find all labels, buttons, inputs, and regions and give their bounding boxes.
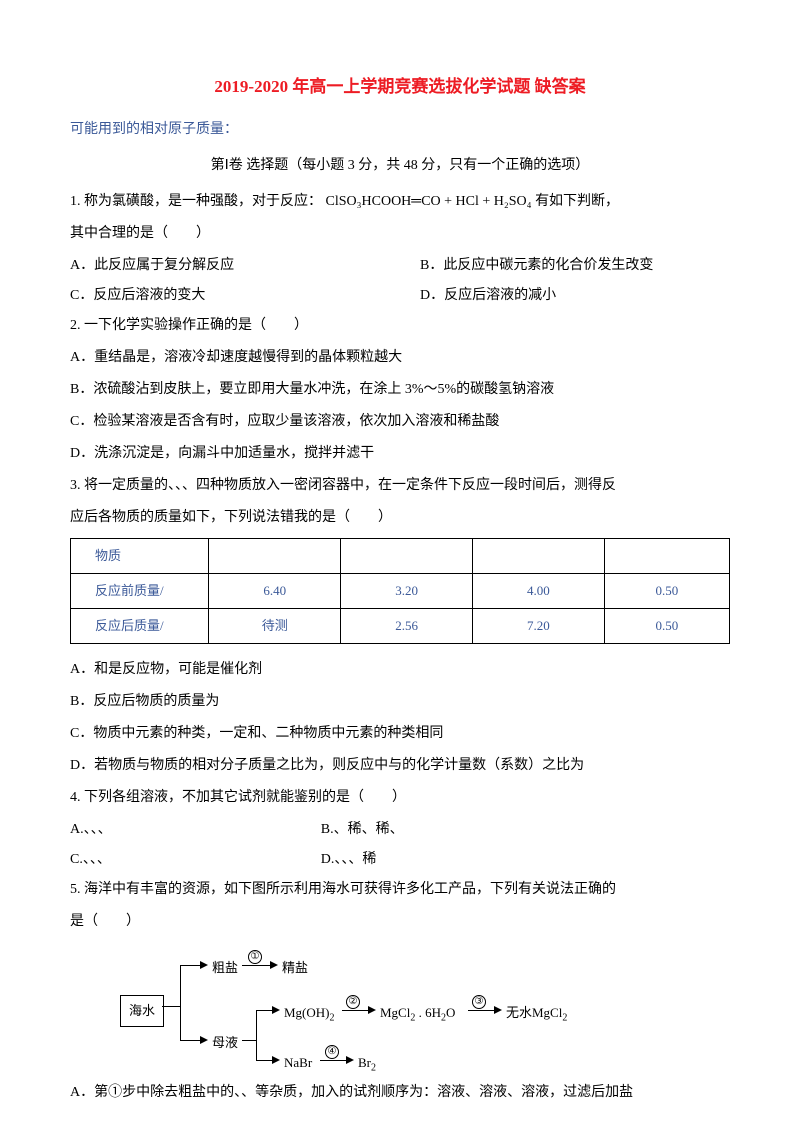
step4: ④ <box>325 1041 339 1063</box>
q1-stem-b: 有如下判断， <box>535 194 619 209</box>
q4-stem: 4. 下列各组溶液，不加其它试剂就能鉴别的是（ ） <box>70 784 730 812</box>
line <box>242 1040 256 1041</box>
subtitle: 可能用到的相对原子质量： <box>70 116 730 144</box>
q1-stem-a: 1. 称为氯磺酸，是一种强酸，对于反应： <box>70 194 322 209</box>
line <box>256 1010 257 1060</box>
q3-opt-d: D．若物质与物质的相对分子质量之比为，则反应中与的化学计量数（系数）之比为 <box>70 752 730 780</box>
question-1: 1. 称为氯磺酸，是一种强酸，对于反应： ClSO₃HCOOH═CO + HCl… <box>70 188 730 216</box>
q3-stem-a: 3. 将一定质量的、、、四种物质放入一密闭容器中，在一定条件下反应一段时间后，测… <box>70 472 730 500</box>
q2-stem: 2. 一下化学实验操作正确的是（ ） <box>70 312 730 340</box>
section-header: 第Ⅰ卷 选择题（每小题 3 分，共 48 分，只有一个正确的选项） <box>70 152 730 180</box>
q3-stem-b: 应后各物质的质量如下，下列说法错我的是（ ） <box>70 504 730 532</box>
cell: 物质 <box>71 539 209 574</box>
line <box>180 965 202 966</box>
cell: 反应后质量/ <box>71 609 209 644</box>
cell: 4.00 <box>472 574 604 609</box>
arrow-icon <box>200 961 208 969</box>
q5-stem-a: 5. 海洋中有丰富的资源，如下图所示利用海水可获得许多化工产品，下列有关说法正确… <box>70 876 730 904</box>
cell: 待测 <box>209 609 341 644</box>
q1-opt-d: D．反应后溶液的减小 <box>420 282 730 310</box>
crude-salt: 粗盐 <box>212 955 238 981</box>
q4-opt-c: C.、、、 <box>70 846 321 874</box>
arrow-icon <box>346 1056 354 1064</box>
q2-opt-d: D．洗涤沉淀是，向漏斗中加适量水，搅拌并滤干 <box>70 440 730 468</box>
line <box>180 965 181 1041</box>
table-row: 物质 <box>71 539 730 574</box>
line <box>180 1040 202 1041</box>
q3-opt-b: B．反应后物质的质量为 <box>70 688 730 716</box>
step3: ③ <box>472 991 486 1013</box>
table-row: 反应后质量/ 待测 2.56 7.20 0.50 <box>71 609 730 644</box>
q1-opt-b: B．此反应中碳元素的化合价发生改变 <box>420 252 730 280</box>
mgoh2: Mg(OH)2 <box>284 1000 335 1029</box>
q5-opt-a: A．第①步中除去粗盐中的、、等杂质，加入的试剂顺序为：溶液、溶液、溶液，过滤后加… <box>70 1079 730 1107</box>
arrow-icon <box>494 1006 502 1014</box>
mother-liquor: 母液 <box>212 1030 238 1056</box>
cell: 7.20 <box>472 609 604 644</box>
table-row: 反应前质量/ 6.40 3.20 4.00 0.50 <box>71 574 730 609</box>
q3-opt-c: C．物质中元素的种类，一定和、二种物质中元素的种类相同 <box>70 720 730 748</box>
q1-row1: A．此反应属于复分解反应 B．此反应中碳元素的化合价发生改变 <box>70 252 730 280</box>
cell: 0.50 <box>604 609 729 644</box>
arrow-icon <box>270 961 278 969</box>
arrow-icon <box>272 1006 280 1014</box>
q1-formula: ClSO₃HCOOH═CO + HCl + H₂SO₄ <box>326 194 532 209</box>
q4-opt-a: A.、、、 <box>70 816 321 844</box>
q2-opt-b: B．浓硫酸沾到皮肤上，要立即用大量水冲洗，在涂上 3%～5%的碳酸氢钠溶液 <box>70 376 730 404</box>
anhydrous-mgcl2: 无水MgCl2 <box>506 1000 567 1029</box>
br2: Br2 <box>358 1050 376 1079</box>
cell: 3.20 <box>341 574 473 609</box>
q2-opt-c: C．检验某溶液是否含有时，应取少量该溶液，依次加入溶液和稀盐酸 <box>70 408 730 436</box>
q4-opt-b: B.、稀、稀、 <box>321 816 730 844</box>
q1-opt-c: C．反应后溶液的变大 <box>70 282 380 310</box>
arrow-icon <box>200 1036 208 1044</box>
q5-stem-b: 是（ ） <box>70 908 730 936</box>
arrow-icon <box>368 1006 376 1014</box>
line <box>162 1006 180 1007</box>
mgcl2-6h2o: MgCl2 . 6H2O <box>380 1000 455 1029</box>
q4-row2: C.、、、 D.、、、稀 <box>70 846 730 874</box>
document-title: 2019-2020 年高一上学期竞赛选拔化学试题 缺答案 <box>70 70 730 104</box>
cell: 6.40 <box>209 574 341 609</box>
refined-salt: 精盐 <box>282 955 308 981</box>
step2: ② <box>346 991 360 1013</box>
q3-table: 物质 反应前质量/ 6.40 3.20 4.00 0.50 反应后质量/ 待测 … <box>70 538 730 644</box>
q1-stem-c: 其中合理的是（ ） <box>70 220 730 248</box>
q1-opt-a: A．此反应属于复分解反应 <box>70 252 380 280</box>
cell: 反应前质量/ <box>71 574 209 609</box>
nabr: NaBr <box>284 1050 312 1076</box>
q3-opt-a: A．和是反应物，可能是催化剂 <box>70 656 730 684</box>
arrow-icon <box>272 1056 280 1064</box>
cell <box>341 539 473 574</box>
q4-opt-d: D.、、、稀 <box>321 846 730 874</box>
cell: 2.56 <box>341 609 473 644</box>
cell: 0.50 <box>604 574 729 609</box>
step1: ① <box>248 946 262 968</box>
q4-row1: A.、、、 B.、稀、稀、 <box>70 816 730 844</box>
q1-row2: C．反应后溶液的变大 D．反应后溶液的减小 <box>70 282 730 310</box>
cell <box>209 539 341 574</box>
seawater-box: 海水 <box>120 995 164 1027</box>
q5-diagram: 海水 粗盐 ① 精盐 母液 Mg(OH)2 ② MgCl2 . 6H2O ③ 无… <box>120 950 570 1065</box>
cell <box>472 539 604 574</box>
q2-opt-a: A．重结晶是，溶液冷却速度越慢得到的晶体颗粒越大 <box>70 344 730 372</box>
cell <box>604 539 729 574</box>
